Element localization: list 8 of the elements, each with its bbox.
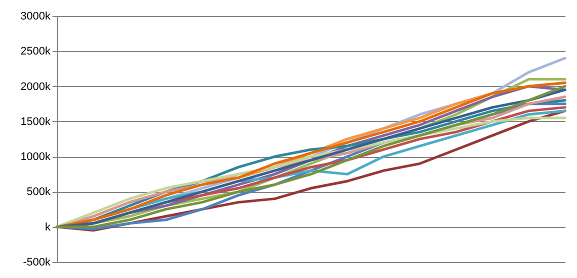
y-tick-label: 1000k — [20, 151, 51, 164]
y-tick-label: 2000k — [20, 80, 51, 93]
y-tick-label: 3000k — [20, 10, 51, 22]
y-tick-label: k — [45, 221, 51, 234]
y-tick-label: -500k — [22, 256, 51, 268]
y-tick-label: 1500k — [20, 116, 51, 128]
y-tick-label: 500k — [26, 186, 51, 198]
y-tick-label: 2500k — [20, 46, 51, 58]
